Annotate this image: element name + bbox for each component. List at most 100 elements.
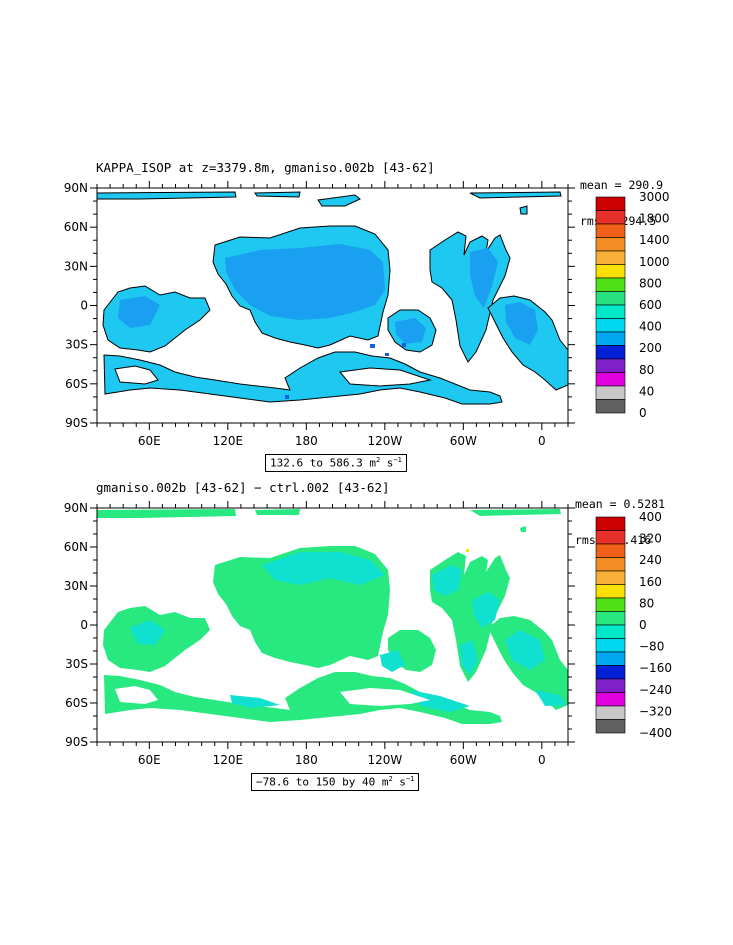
colorbar-swatch [595,345,626,360]
chart2-mean: mean = 0.5281 [575,497,666,511]
y-tick-label: 30N [64,579,88,593]
chart1-axes: 60E 120E 180 120W 60W 0 90N 60N 30N 0 30S 60S 90S [64,181,575,448]
colorbar-label: 80 [639,596,654,610]
colorbar-label: −160 [639,661,672,675]
colorbar-swatch [595,210,626,225]
colorbar-swatch [595,678,626,693]
chart2-yellow-spot [466,549,469,552]
x-tick-label: 60E [138,434,161,448]
colorbar-swatch [595,291,626,306]
colorbar-swatch [595,543,626,558]
colorbar-swatch [595,705,626,720]
colorbar-swatch [595,250,626,265]
x-tick-label: 0 [538,434,546,448]
colorbar-label: 200 [639,341,662,355]
colorbar-swatch [595,530,626,545]
colorbar-swatch [595,651,626,666]
chart1-deep-spots [285,343,406,399]
chart1-title: KAPPA_ISOP at z=3379.8m, gmaniso.002b [4… [96,160,435,175]
colorbar-swatch [595,719,626,734]
colorbar-label: −80 [639,640,664,654]
y-tick-label: 90S [65,735,88,749]
colorbar-label: 0 [639,618,647,632]
colorbar-swatch [595,399,626,414]
y-tick-label: 60S [65,377,88,391]
colorbar-swatch [595,331,626,346]
chart2-cyan-patches [130,552,566,712]
colorbar-swatch [595,223,626,238]
y-tick-label: 90S [65,416,88,430]
x-tick-label: 120W [367,753,402,767]
x-tick-label: 120W [367,434,402,448]
x-tick-label: 60W [450,434,477,448]
colorbar-swatch [595,638,626,653]
colorbar-label: 1400 [639,233,670,247]
colorbar-label: 240 [639,553,662,567]
colorbar-swatch [595,264,626,279]
colorbar-label: 400 [639,510,662,524]
colorbar-swatch [595,196,626,211]
colorbar-swatch [595,665,626,680]
colorbar-label: 80 [639,363,654,377]
colorbar-label: −240 [639,683,672,697]
colorbar-label: 1000 [639,255,670,269]
chart2-colorbar: 400 320 240 160 80 0 −80 −160 −240 −320 −400 [595,510,672,740]
colorbar-swatch [595,304,626,319]
x-tick-label: 120E [213,753,244,767]
colorbar-label: −400 [639,726,672,740]
x-tick-label: 60E [138,753,161,767]
y-tick-label: 60N [64,220,88,234]
y-tick-label: 90N [64,501,88,515]
y-tick-label: 30S [65,338,88,352]
colorbar-label: −320 [639,704,672,718]
chart1-range-label: 132.6 to 586.3 m2 s−1 [265,454,407,472]
colorbar-swatch [595,237,626,252]
chart2-range-label: −78.6 to 150 by 40 m2 s−1 [251,773,420,791]
chart2-axes: 60E 120E 180 120W 60W 0 90N 60N 30N 0 30S 60S 90S [64,501,575,767]
colorbar-swatch [595,557,626,572]
y-tick-label: 30S [65,657,88,671]
colorbar-swatch [595,570,626,585]
x-tick-label: 180 [295,753,318,767]
colorbar-label: 800 [639,276,662,290]
chart1-map [97,191,568,405]
colorbar-label: 600 [639,298,662,312]
y-tick-label: 60S [65,696,88,710]
x-tick-label: 180 [295,434,318,448]
colorbar-swatch [595,318,626,333]
colorbar-label: 1800 [639,212,670,226]
colorbar-label: 0 [639,406,647,420]
colorbar-swatch [595,597,626,612]
y-tick-label: 90N [64,181,88,195]
chart2-ocean-field [97,509,568,724]
colorbar-swatch [595,624,626,639]
colorbar-swatch [595,584,626,599]
colorbar-label: 40 [639,384,654,398]
chart2-white-holes [115,686,430,706]
colorbar-swatch [595,516,626,531]
colorbar-label: 320 [639,532,662,546]
colorbar-label: 3000 [639,190,670,204]
chart1-patches [118,244,538,345]
colorbar-swatch [595,692,626,707]
x-tick-label: 0 [538,753,546,767]
colorbar-swatch [595,372,626,387]
colorbar-swatch [595,611,626,626]
y-tick-label: 30N [64,259,88,273]
y-tick-label: 0 [80,299,88,313]
y-tick-label: 0 [80,618,88,632]
chart1-stats: mean = 290.9 rms = 294.5 [580,155,663,239]
colorbar-label: 160 [639,575,662,589]
chart2-title: gmaniso.002b [43-62] − ctrl.002 [43-62] [96,480,390,495]
chart2-map [97,509,568,724]
colorbar-label: 400 [639,320,662,334]
x-tick-label: 120E [213,434,244,448]
colorbar-swatch [595,358,626,373]
x-tick-label: 60W [450,753,477,767]
chart1-mean: mean = 290.9 [580,178,664,192]
colorbar-swatch [595,385,626,400]
y-tick-label: 60N [64,540,88,554]
colorbar-swatch [595,277,626,292]
